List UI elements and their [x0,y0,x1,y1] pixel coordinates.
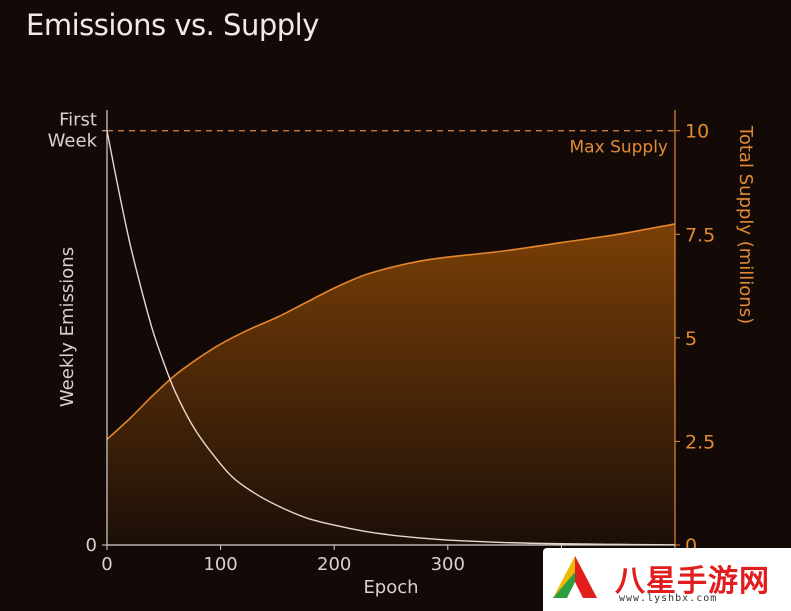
right-tick-label: 5 [685,328,697,350]
left-tick-label: Week [48,131,98,152]
watermark-badge: 八星手游网 www.lyshbx.com [543,548,791,611]
x-tick-label: 300 [431,554,465,575]
right-axis-label: Total Supply (millions) [735,125,756,324]
left-tick-label: 0 [86,535,97,556]
supply-area-layer [107,223,675,545]
x-tick-label: 0 [101,554,112,575]
x-tick-label: 200 [317,554,351,575]
right-tick-label: 10 [685,121,709,143]
supply-area [107,223,675,545]
axes-layer [102,110,680,550]
left-axis-label: Weekly Emissions [57,247,78,407]
watermark-logo-icon [553,556,597,598]
series-line-layer [106,130,676,546]
supply-line [106,223,676,440]
watermark-url: www.lyshbx.com [619,593,718,604]
x-axis-label: Epoch [363,577,418,598]
chart-title: Emissions vs. Supply [26,8,319,42]
max-supply-label: Max Supply [570,138,668,158]
right-tick-label: 2.5 [685,431,715,453]
emissions-line [106,130,676,546]
x-tick-label: 100 [203,554,237,575]
watermark-text: 八星手游网 [615,564,770,599]
right-tick-label: 7.5 [685,224,715,246]
left-tick-label: First [59,110,97,131]
